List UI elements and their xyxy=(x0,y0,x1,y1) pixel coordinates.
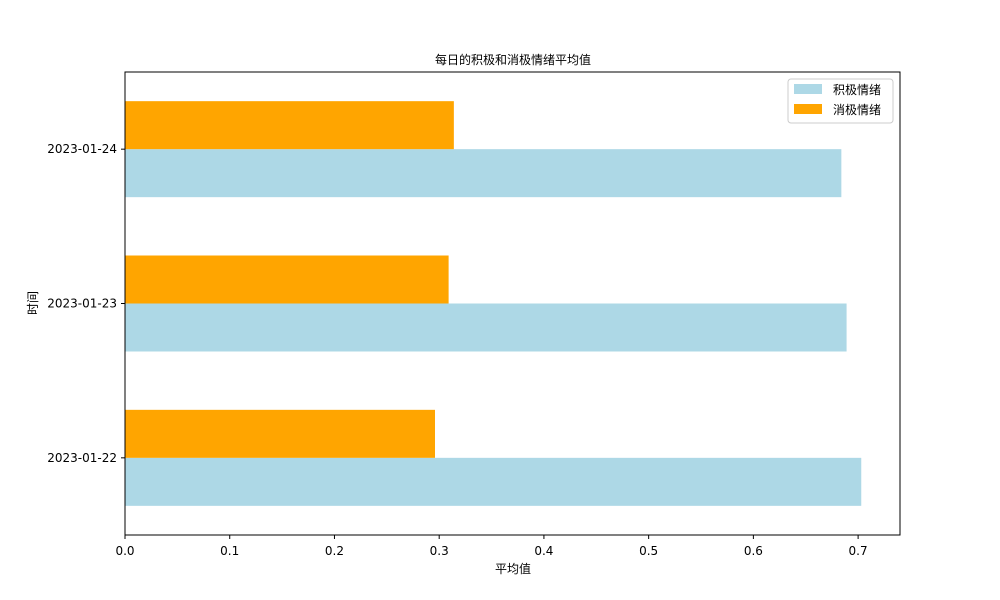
x-tick-label: 0.6 xyxy=(744,544,763,558)
y-axis-label: 时间 xyxy=(26,291,40,315)
x-tick-label: 0.5 xyxy=(639,544,658,558)
legend-label: 积极情绪 xyxy=(833,83,881,97)
y-axis-ticks: 2023-01-22 2023-01-23 2023-01-24 xyxy=(47,142,125,465)
bar-positive-2023-01-23 xyxy=(125,303,847,352)
bar-negative-2023-01-24 xyxy=(125,101,454,150)
x-tick-label: 0.1 xyxy=(220,544,239,558)
x-tick-label: 0.3 xyxy=(430,544,449,558)
legend-swatch xyxy=(794,84,822,94)
bars-group xyxy=(125,101,862,506)
chart-title: 每日的积极和消极情绪平均值 xyxy=(435,52,591,67)
y-tick-label: 2023-01-23 xyxy=(47,297,117,311)
bar-positive-2023-01-24 xyxy=(125,149,842,198)
legend-swatch xyxy=(794,104,822,114)
x-tick-label: 0.2 xyxy=(325,544,344,558)
x-axis-label: 平均值 xyxy=(495,561,531,576)
x-tick-label: 0.0 xyxy=(115,544,134,558)
y-tick-label: 2023-01-24 xyxy=(47,142,117,156)
bar-negative-2023-01-22 xyxy=(125,409,435,458)
legend-label: 消极情绪 xyxy=(833,103,881,117)
x-tick-label: 0.7 xyxy=(849,544,868,558)
y-tick-label: 2023-01-22 xyxy=(47,451,117,465)
bar-positive-2023-01-22 xyxy=(125,457,862,506)
x-axis-ticks: 0.0 0.1 0.2 0.3 0.4 0.5 0.6 0.7 xyxy=(115,535,868,558)
x-tick-label: 0.4 xyxy=(534,544,553,558)
bar-negative-2023-01-23 xyxy=(125,255,449,304)
